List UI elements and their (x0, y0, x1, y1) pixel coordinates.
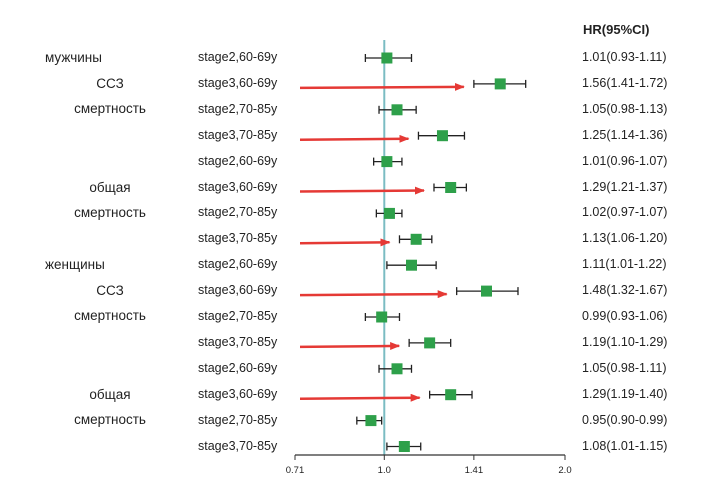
row-label: stage2,70-85y (198, 101, 278, 116)
row-label: stage3,70-85y (198, 334, 278, 349)
hr-marker (424, 337, 436, 349)
row-label: stage3,60-69y (198, 75, 278, 90)
group-label-line: женщины (45, 257, 105, 273)
group-label-line: мужчины (45, 50, 102, 65)
hr-marker (381, 156, 393, 168)
hr-marker (445, 389, 457, 401)
group-label: ССЗ смертность (50, 278, 170, 328)
hr-ci-value: 1.05(0.98-1.11) (582, 360, 667, 375)
x-tick-label: 0.71 (286, 465, 305, 476)
group-label-line: смертность (74, 411, 146, 427)
row-label: stage3,70-85y (198, 231, 278, 246)
hr-ci-value: 1.08(1.01-1.15) (582, 438, 668, 453)
row-label: stage2,70-85y (198, 309, 278, 323)
hr-marker (365, 415, 377, 427)
hr-ci-value: 1.29(1.21-1.37) (582, 179, 668, 194)
highlight-arrow (299, 238, 391, 247)
highlight-arrow (299, 341, 401, 350)
hr-marker (410, 233, 422, 245)
x-tick-label: 2.0 (558, 465, 571, 476)
group-label: женщины (45, 252, 105, 277)
row-label: stage2,60-69y (198, 50, 278, 64)
hr-ci-value: 1.48(1.32-1.67) (582, 283, 668, 298)
x-tick-label: 1.0 (378, 465, 391, 476)
group-label-line: общая (89, 386, 131, 402)
hr-ci-value: 1.05(0.98-1.13) (582, 101, 668, 116)
hr-marker (383, 207, 395, 219)
hr-marker (494, 78, 506, 90)
row-label: stage3,60-69y (198, 283, 278, 298)
hr-ci-value: 0.95(0.90-0.99) (582, 412, 668, 427)
row-label: stage2,60-69y (198, 153, 278, 168)
hr-marker (391, 363, 403, 375)
group-label: общая смертность (50, 175, 170, 225)
hr-marker (436, 130, 448, 142)
hr-ci-value: 1.01(0.93-1.11) (582, 50, 667, 64)
hr-marker (391, 104, 403, 116)
group-label-line: смертность (74, 204, 146, 220)
group-label: ССЗ смертность (50, 71, 170, 121)
highlight-arrow (299, 186, 425, 195)
hr-ci-value: 1.01(0.96-1.07) (582, 153, 668, 168)
highlight-arrow (299, 393, 421, 402)
hr-marker (445, 182, 457, 193)
x-tick-label: 1.41 (465, 465, 484, 476)
hr-marker (381, 52, 393, 64)
row-label: stage3,60-69y (198, 179, 278, 194)
hr-marker (405, 259, 417, 271)
hr-ci-value: 1.13(1.06-1.20) (582, 231, 668, 246)
row-label: stage2,70-85y (198, 412, 278, 427)
highlight-arrow (299, 82, 465, 91)
group-label-line: смертность (74, 100, 146, 116)
hr-ci-value: 1.11(1.01-1.22) (582, 257, 667, 272)
group-label: мужчины (45, 45, 102, 70)
row-label: stage2,60-69y (198, 360, 278, 375)
row-label: stage3,70-85y (198, 438, 278, 453)
row-label: stage2,70-85y (198, 205, 278, 220)
group-label-line: смертность (74, 308, 146, 324)
hr-ci-value: 1.19(1.10-1.29) (582, 334, 668, 349)
hr-marker (376, 311, 388, 323)
row-label: stage3,60-69y (198, 386, 278, 401)
hr-marker (480, 285, 492, 297)
hr-ci-value: 1.56(1.41-1.72) (582, 75, 668, 90)
hr-marker (398, 441, 410, 452)
hr-ci-value: 0.99(0.93-1.06) (582, 309, 668, 323)
hr-ci-value: 1.29(1.19-1.40) (582, 386, 668, 401)
group-label: общая смертность (50, 382, 170, 432)
group-label-line: ССЗ (96, 283, 124, 299)
hr-ci-header: HR(95%CI) (583, 22, 650, 37)
hr-ci-value: 1.25(1.14-1.36) (582, 127, 668, 142)
row-label: stage2,60-69y (198, 257, 278, 272)
highlight-arrow (299, 134, 410, 143)
group-label-line: общая (89, 179, 131, 195)
highlight-arrow (299, 290, 448, 299)
row-label: stage3,70-85y (198, 127, 278, 142)
group-label-line: ССЗ (96, 75, 124, 91)
hr-ci-value: 1.02(0.97-1.07) (582, 205, 668, 220)
